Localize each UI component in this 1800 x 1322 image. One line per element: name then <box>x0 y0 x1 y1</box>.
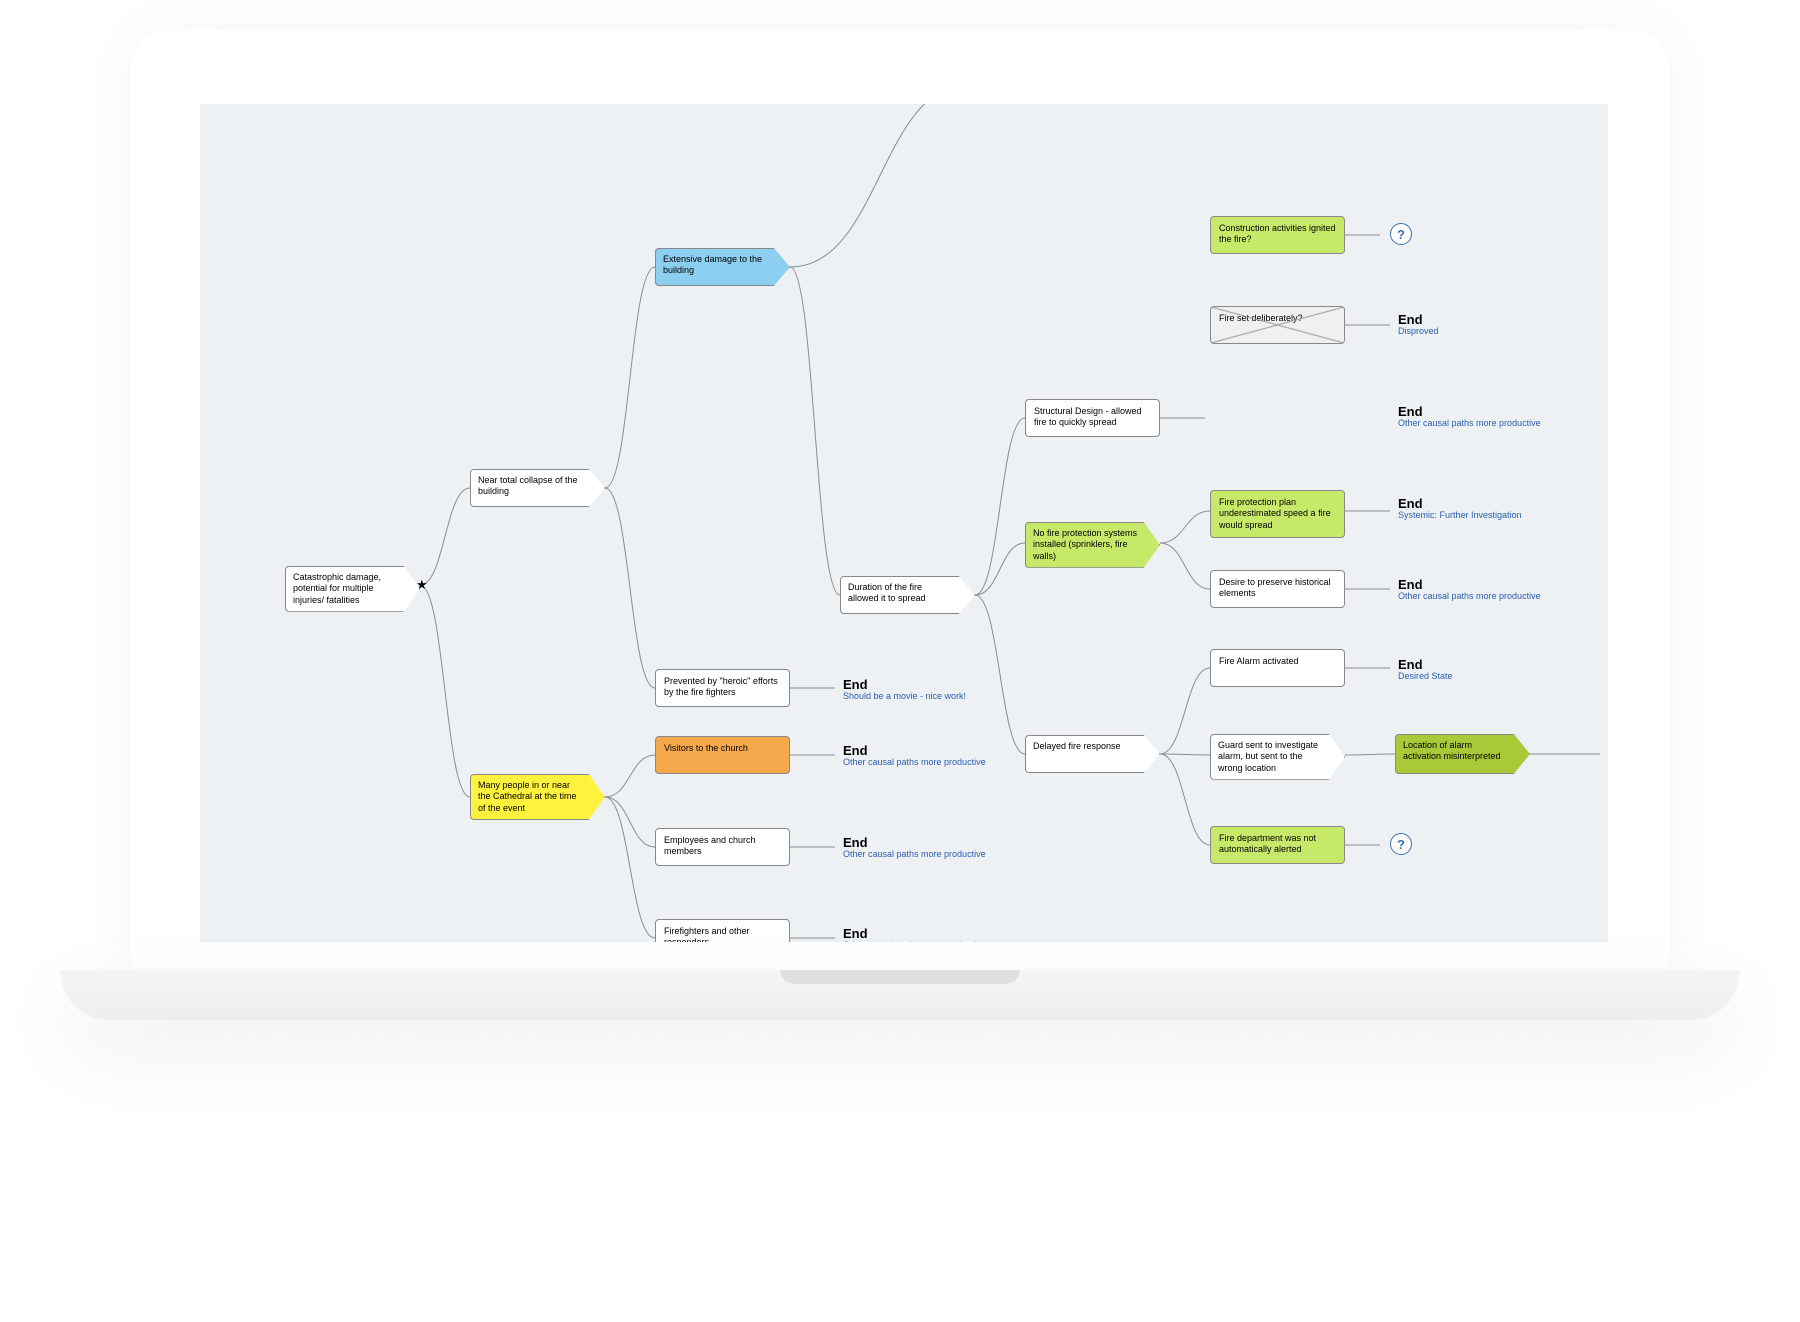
flowchart-node[interactable]: Visitors to the church <box>655 736 790 774</box>
edge <box>1160 543 1210 589</box>
flowchart-node[interactable]: Fire department was not automatically al… <box>1210 826 1345 864</box>
edge <box>1160 511 1210 543</box>
node-label: Desire to preserve historical elements <box>1219 577 1331 598</box>
end-title: End <box>1398 577 1423 592</box>
end-subtitle: Other causal paths more productive <box>1398 418 1541 428</box>
node-label: Fire department was not automatically al… <box>1219 833 1316 854</box>
node-label: Structural Design - allowed fire to quic… <box>1034 406 1142 427</box>
flowchart-node[interactable]: Near total collapse of the building <box>470 469 605 507</box>
edge <box>420 488 470 585</box>
flowchart-node[interactable]: Fire Alarm activated <box>1210 649 1345 687</box>
end-title: End <box>843 926 868 941</box>
end-title: End <box>1398 404 1423 419</box>
node-label: Location of alarm activation misinterpre… <box>1403 740 1501 761</box>
flowchart-node[interactable]: Extensive damage to the building <box>655 248 790 286</box>
edge <box>605 488 655 688</box>
edge <box>1160 668 1210 754</box>
laptop-notch <box>780 970 1020 984</box>
node-label: Prevented by "heroic" efforts by the fir… <box>664 676 778 697</box>
question-icon[interactable]: ? <box>1390 223 1412 245</box>
end-title: End <box>843 677 868 692</box>
flowchart-node[interactable]: Employees and church members <box>655 828 790 866</box>
node-label: Employees and church members <box>664 835 756 856</box>
end-title: End <box>1398 312 1423 327</box>
edge <box>605 797 655 847</box>
flowchart-node[interactable]: Catastrophic damage, potential for multi… <box>285 566 420 612</box>
flowchart-node[interactable]: Firefighters and other responders <box>655 919 790 942</box>
edge <box>1160 754 1210 845</box>
star-icon: ★ <box>416 577 428 593</box>
node-label: Fire Alarm activated <box>1219 656 1299 666</box>
edge <box>420 585 470 797</box>
node-label: Duration of the fire allowed it to sprea… <box>848 582 926 603</box>
end-subtitle: Other causal paths more productive <box>843 940 986 942</box>
node-label: No fire protection systems installed (sp… <box>1033 528 1137 561</box>
node-label: Catastrophic damage, potential for multi… <box>293 572 381 605</box>
end-subtitle: Disproved <box>1398 326 1439 336</box>
question-icon[interactable]: ? <box>1390 833 1412 855</box>
end-subtitle: Systemic: Further Investigation <box>1398 510 1522 520</box>
flowchart-node[interactable]: Structural Design - allowed fire to quic… <box>1025 399 1160 437</box>
edge <box>975 418 1025 595</box>
node-label: Fire set deliberately? <box>1219 313 1303 323</box>
node-label: Near total collapse of the building <box>478 475 578 496</box>
end-title: End <box>843 835 868 850</box>
end-subtitle: Desired State <box>1398 671 1453 681</box>
flowchart-node[interactable]: No fire protection systems installed (sp… <box>1025 522 1160 568</box>
end-title: End <box>1398 657 1423 672</box>
node-label: Guard sent to investigate alarm, but sen… <box>1218 740 1318 773</box>
diagram-canvas[interactable]: Catastrophic damage, potential for multi… <box>200 104 1608 942</box>
flowchart-node[interactable]: Duration of the fire allowed it to sprea… <box>840 576 975 614</box>
flowchart-node[interactable]: Guard sent to investigate alarm, but sen… <box>1210 734 1345 780</box>
edge <box>605 267 655 488</box>
node-label: Many people in or near the Cathedral at … <box>478 780 577 813</box>
node-label: Visitors to the church <box>664 743 748 753</box>
flowchart-node[interactable]: Delayed fire response <box>1025 735 1160 773</box>
edge <box>1345 754 1395 755</box>
edge <box>605 797 655 938</box>
end-title: End <box>843 743 868 758</box>
flowchart-node[interactable]: Prevented by "heroic" efforts by the fir… <box>655 669 790 707</box>
end-subtitle: Other causal paths more productive <box>843 849 986 859</box>
node-label: Construction activities ignited the fire… <box>1219 223 1336 244</box>
node-label: Firefighters and other responders <box>664 926 750 942</box>
end-subtitle: Other causal paths more productive <box>843 757 986 767</box>
flowchart-node[interactable]: Construction activities ignited the fire… <box>1210 216 1345 254</box>
flowchart-node[interactable]: Many people in or near the Cathedral at … <box>470 774 605 820</box>
flowchart-node[interactable]: Location of alarm activation misinterpre… <box>1395 734 1530 774</box>
edge <box>790 267 840 595</box>
end-subtitle: Other causal paths more productive <box>1398 591 1541 601</box>
flowchart-node[interactable]: Fire set deliberately? <box>1210 306 1345 344</box>
end-subtitle: Should be a movie - nice work! <box>843 691 966 701</box>
edge <box>1160 754 1210 755</box>
node-label: Fire protection plan underestimated spee… <box>1219 497 1331 530</box>
node-label: Extensive damage to the building <box>663 254 762 275</box>
end-title: End <box>1398 496 1423 511</box>
edge <box>975 543 1025 595</box>
flowchart-node[interactable]: Fire protection plan underestimated spee… <box>1210 490 1345 538</box>
edge <box>975 595 1025 754</box>
flowchart-node[interactable]: Desire to preserve historical elements <box>1210 570 1345 608</box>
edge <box>605 755 655 797</box>
node-label: Delayed fire response <box>1033 741 1121 751</box>
